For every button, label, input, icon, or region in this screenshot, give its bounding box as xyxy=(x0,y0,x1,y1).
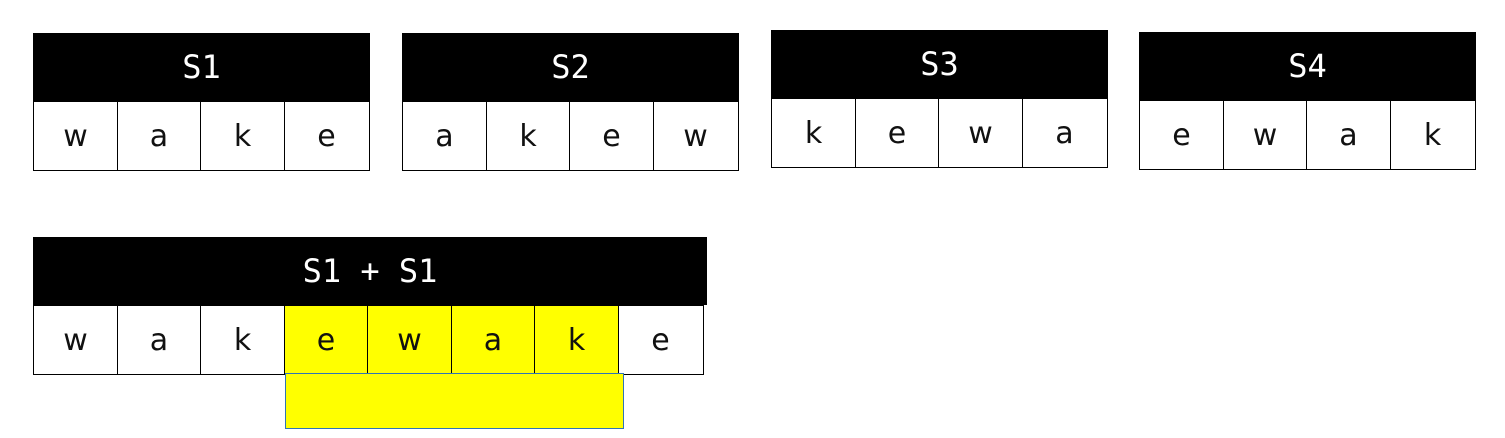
cell: a xyxy=(402,101,487,171)
cell: a xyxy=(1021,98,1108,168)
cell: k xyxy=(771,98,856,168)
cell: e xyxy=(283,101,370,171)
cell: a xyxy=(116,305,202,375)
table-s4-row: e w a k xyxy=(1139,100,1476,170)
table-s1-header: S1 xyxy=(33,33,370,101)
cell: k xyxy=(200,101,285,171)
cell: w xyxy=(33,305,118,375)
table-s2-header: S2 xyxy=(402,33,739,101)
highlighted-cell: e xyxy=(283,305,369,375)
table-s3-row: k e w a xyxy=(771,98,1108,168)
cell: w xyxy=(938,98,1023,168)
cell: e xyxy=(569,101,654,171)
table-s1: S1 w a k e xyxy=(33,33,370,171)
cell: k xyxy=(1389,100,1476,170)
cell: a xyxy=(1306,100,1391,170)
highlighted-cell: k xyxy=(534,305,619,375)
cell: e xyxy=(617,305,704,375)
cell: k xyxy=(200,305,285,375)
table-s1-row: w a k e xyxy=(33,101,370,171)
cell: a xyxy=(116,101,202,171)
table-s1-plus-s1-header: S1 + S1 xyxy=(33,237,707,305)
table-s3-header: S3 xyxy=(771,30,1108,98)
highlighted-cell: w xyxy=(367,305,452,375)
table-s2-row: a k e w xyxy=(402,101,739,171)
table-s2: S2 a k e w xyxy=(402,33,739,171)
cell: e xyxy=(854,98,940,168)
table-s1-plus-s1: S1 + S1 w a k e w a k e xyxy=(33,237,707,375)
table-s1-plus-s1-row: w a k e w a k e xyxy=(33,305,707,375)
cell: w xyxy=(1222,100,1308,170)
table-s3: S3 k e w a xyxy=(771,30,1108,168)
window-highlight-band xyxy=(285,373,624,429)
cell: w xyxy=(33,101,118,171)
cell: e xyxy=(1139,100,1224,170)
highlighted-cell: a xyxy=(450,305,536,375)
cell: k xyxy=(485,101,571,171)
cell: w xyxy=(652,101,739,171)
table-s4: S4 e w a k xyxy=(1139,32,1476,170)
table-s4-header: S4 xyxy=(1139,32,1476,100)
